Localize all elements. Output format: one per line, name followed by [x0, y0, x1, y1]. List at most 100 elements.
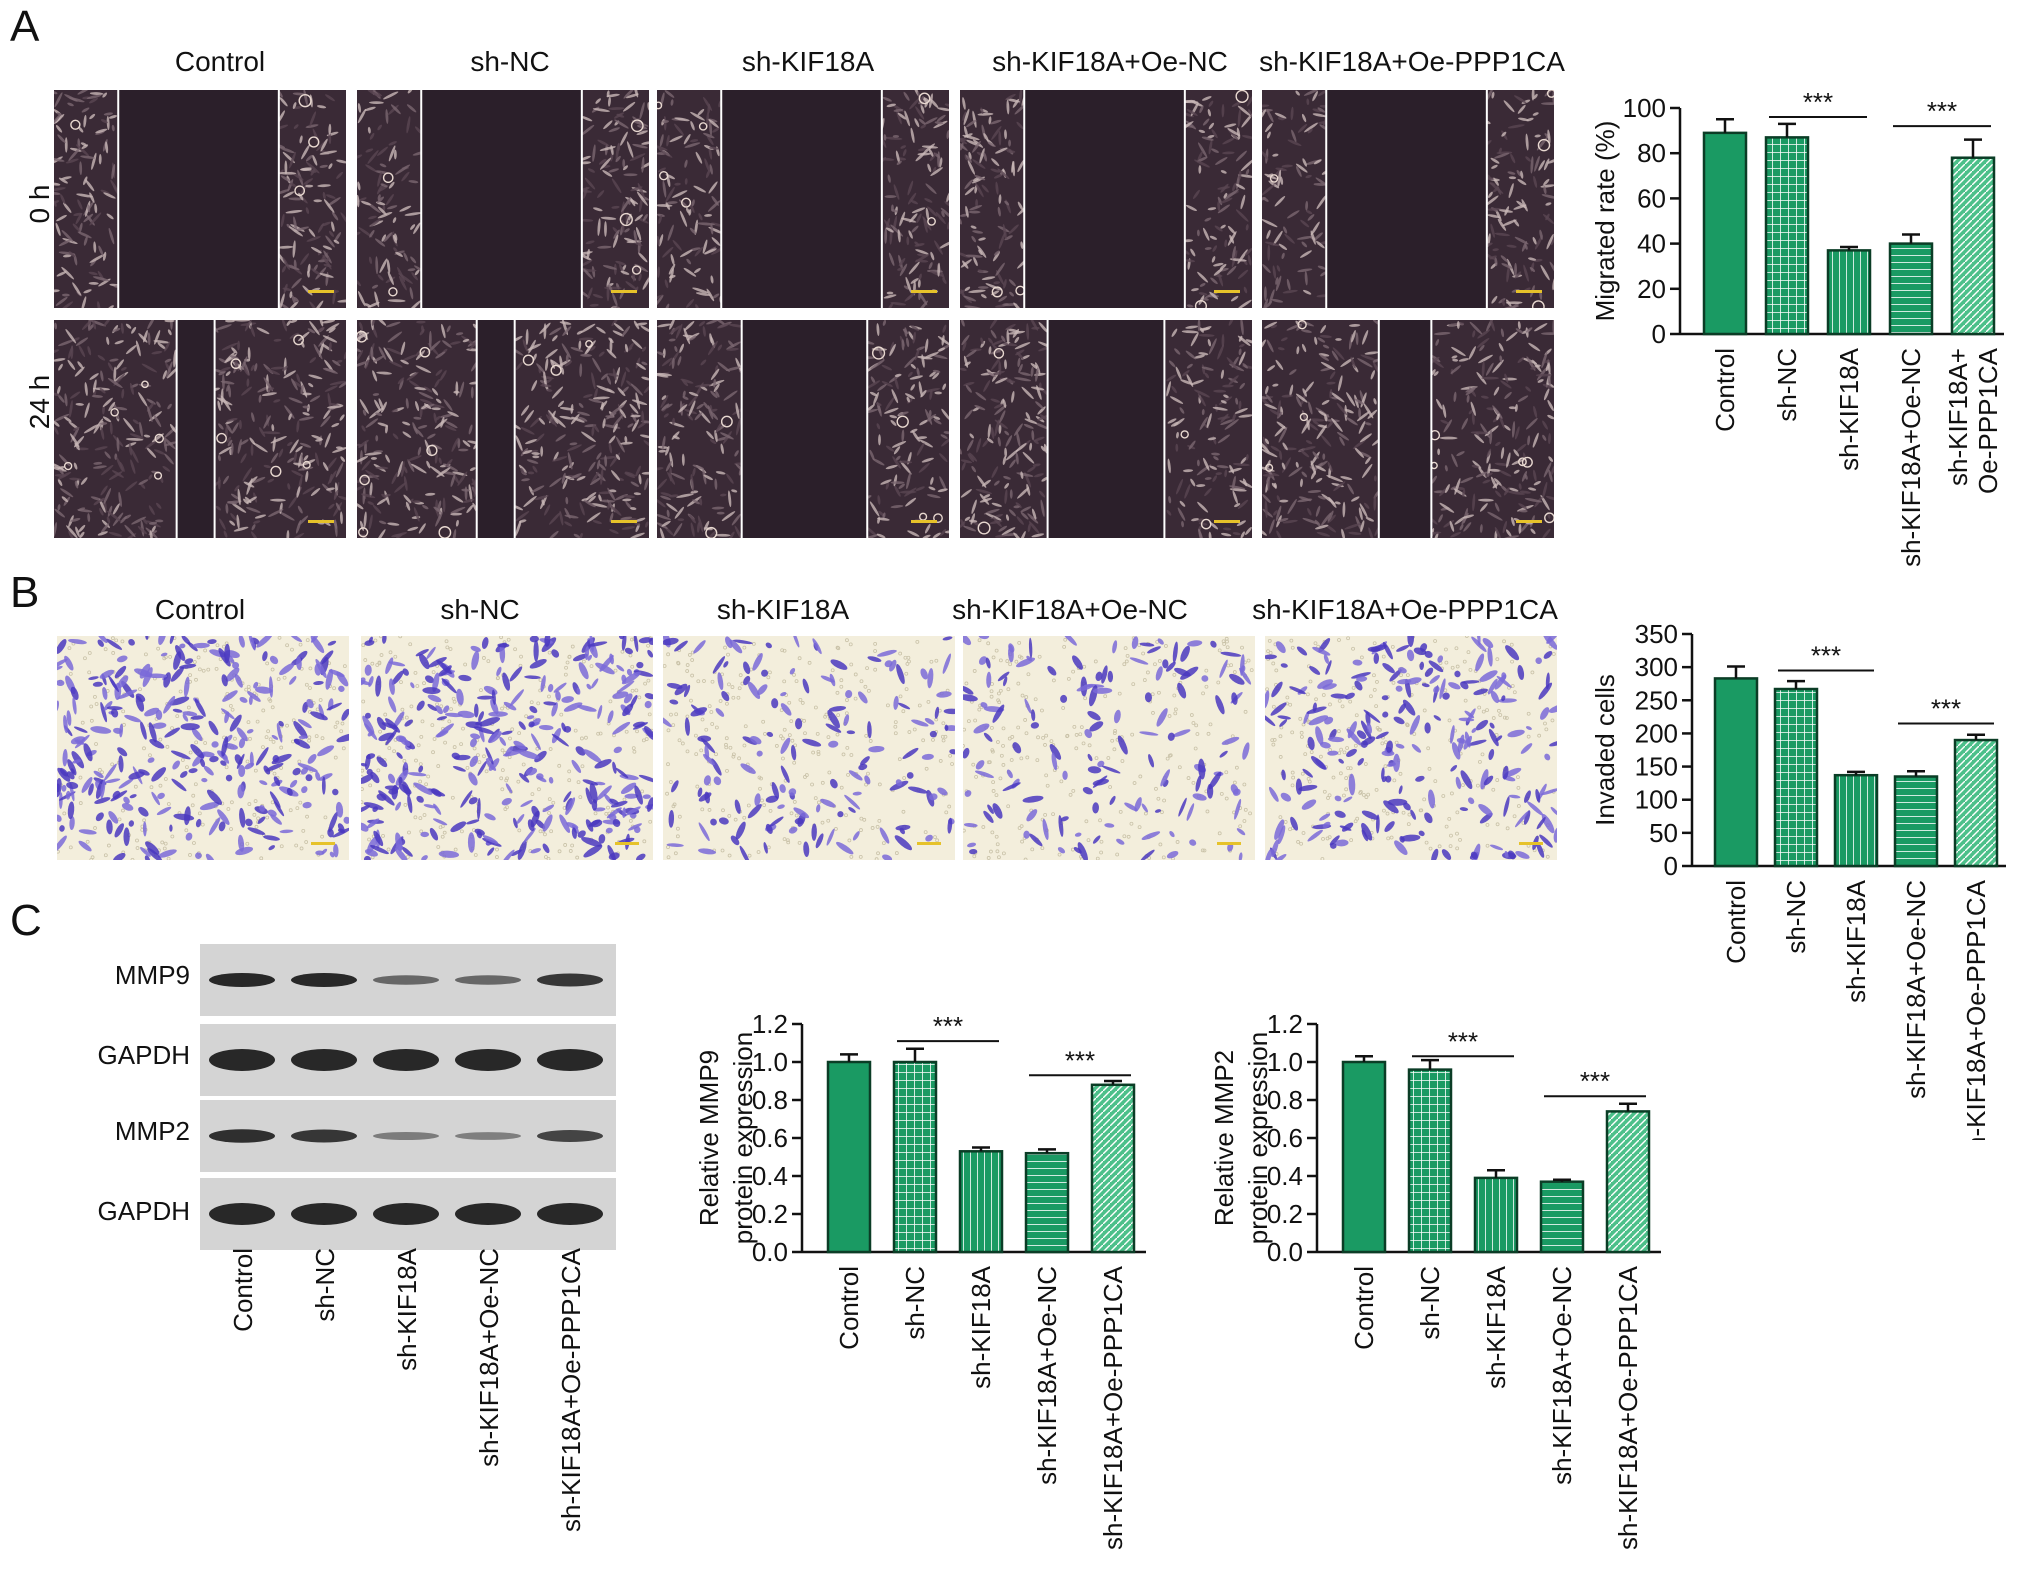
y-tick-label: 1.2: [752, 1009, 788, 1039]
blot-lane-label: sh-NC: [310, 1248, 340, 1322]
bar: [1764, 136, 1810, 336]
y-axis-label: Invaded cells: [1590, 674, 1620, 826]
significance-label: ***: [1448, 1026, 1478, 1056]
error-bar: [1840, 245, 1858, 251]
panel-a-col-title: Control: [174, 46, 266, 77]
x-tick-label: sh-KIF18A+Oe-PPP1CA: [1098, 1265, 1128, 1550]
blot-lane-label: Control: [228, 1248, 258, 1332]
x-tick-label: Oe-PPP1CA: [1973, 347, 2003, 494]
x-tick-label: sh-KIF18A: [966, 1265, 996, 1388]
bar: [1713, 677, 1759, 868]
wound-micrograph: [357, 320, 649, 538]
blot-band: [209, 1203, 275, 1225]
blot-band: [455, 1203, 521, 1225]
significance-label: ***: [1580, 1066, 1610, 1096]
y-tick-label: 300: [1635, 652, 1678, 682]
y-tick-label: 0.6: [752, 1123, 788, 1153]
blot-strip: [200, 944, 616, 1016]
x-tick-label: sh-NC: [1772, 348, 1802, 422]
bar: [1605, 1110, 1651, 1254]
blot-row-label: MMP9: [114, 960, 190, 990]
transwell-micrograph: [361, 636, 653, 860]
bar: [1833, 773, 1879, 868]
y-axis-label: Relative MMP2: [1209, 1050, 1239, 1226]
blot-band: [209, 1129, 275, 1143]
error-bar: [906, 1047, 924, 1062]
wound-micrograph: [54, 90, 346, 308]
x-tick-label: sh-KIF18A+Oe-PPP1CA: [1961, 879, 1991, 1140]
x-tick-label: sh-KIF18A+Oe-NC: [1547, 1266, 1577, 1485]
blot-band: [455, 1132, 521, 1140]
panel-a-col-title: sh-NC: [470, 46, 550, 77]
wound-micrograph: [1262, 90, 1554, 308]
panel-a-col-title: sh-KIF18A: [741, 46, 875, 77]
bar: [1024, 1151, 1070, 1254]
x-tick-label: Control: [834, 1266, 864, 1350]
wound-micrograph: [657, 90, 949, 308]
bar: [1407, 1068, 1453, 1254]
wound-micrograph: [657, 320, 949, 538]
blot-lane-label: sh-KIF18A+Oe-NC: [474, 1248, 504, 1467]
y-tick-label: 100: [1635, 785, 1678, 815]
panel-b-col-title: sh-KIF18A+Oe-NC: [952, 594, 1188, 625]
y-axis-label: Relative MMP9: [694, 1050, 724, 1226]
x-tick-label: sh-KIF18A: [1834, 347, 1864, 470]
bar: [1893, 775, 1939, 868]
error-bar: [1104, 1079, 1122, 1085]
blot-row-label: GAPDH: [97, 1040, 190, 1070]
error-bar: [1727, 665, 1745, 679]
y-tick-label: 100: [1623, 93, 1666, 123]
x-tick-label: sh-KIF18A+: [1943, 348, 1973, 486]
error-bar: [1847, 770, 1865, 776]
y-tick-label: 0.0: [752, 1237, 788, 1267]
y-tick-label: 150: [1635, 752, 1678, 782]
y-tick-label: 250: [1635, 685, 1678, 715]
y-tick-label: 0: [1664, 851, 1678, 881]
blot-band: [209, 973, 275, 987]
y-tick-label: 200: [1635, 718, 1678, 748]
panel-a-row-label: 0 h: [24, 184, 55, 224]
blot-band: [291, 973, 357, 987]
bar: [1539, 1180, 1585, 1254]
blot-band: [537, 1049, 603, 1071]
wound-micrograph: [960, 320, 1252, 538]
blot-band: [455, 1049, 521, 1071]
bar: [1473, 1176, 1519, 1254]
bar: [1953, 738, 1999, 868]
significance-label: ***: [1811, 640, 1841, 670]
blot-band: [537, 1203, 603, 1225]
significance-label: ***: [1065, 1045, 1095, 1075]
x-tick-label: sh-NC: [1415, 1266, 1445, 1340]
x-tick-label: sh-KIF18A: [1841, 879, 1871, 1002]
transwell-micrograph: [663, 636, 955, 860]
x-tick-label: sh-KIF18A+Oe-NC: [1896, 348, 1926, 567]
panel-a-letter: A: [10, 2, 40, 51]
x-tick-label: sh-KIF18A: [1481, 1265, 1511, 1388]
y-axis-label: Migrated rate (%): [1590, 121, 1620, 322]
blot-band: [291, 1129, 357, 1143]
x-tick-label: sh-KIF18A+Oe-NC: [1032, 1266, 1062, 1485]
error-bar: [1421, 1058, 1439, 1070]
y-axis-label: protein expression: [1243, 1032, 1273, 1244]
significance-label: ***: [1927, 96, 1957, 126]
blot-band: [291, 1203, 357, 1225]
y-tick-label: 0.8: [1267, 1085, 1303, 1115]
significance-label: ***: [1931, 693, 1961, 723]
bar: [958, 1150, 1004, 1254]
x-tick-label: sh-KIF18A+Oe-PPP1CA: [1613, 1265, 1643, 1550]
blot-band: [291, 1049, 357, 1071]
error-bar: [840, 1053, 858, 1062]
y-tick-label: 0.4: [752, 1161, 788, 1191]
x-tick-label: sh-KIF18A+Oe-NC: [1901, 880, 1931, 1099]
y-tick-label: 60: [1637, 183, 1666, 213]
error-bar: [1619, 1102, 1637, 1112]
y-tick-label: 1.0: [752, 1047, 788, 1077]
error-bar: [1907, 769, 1925, 777]
error-bar: [1355, 1055, 1373, 1062]
blot-band: [537, 1130, 603, 1142]
error-bar: [1716, 118, 1734, 133]
blot-band: [373, 1203, 439, 1225]
y-tick-label: 350: [1635, 620, 1678, 649]
x-tick-label: sh-NC: [900, 1266, 930, 1340]
transwell-micrograph: [963, 636, 1255, 860]
